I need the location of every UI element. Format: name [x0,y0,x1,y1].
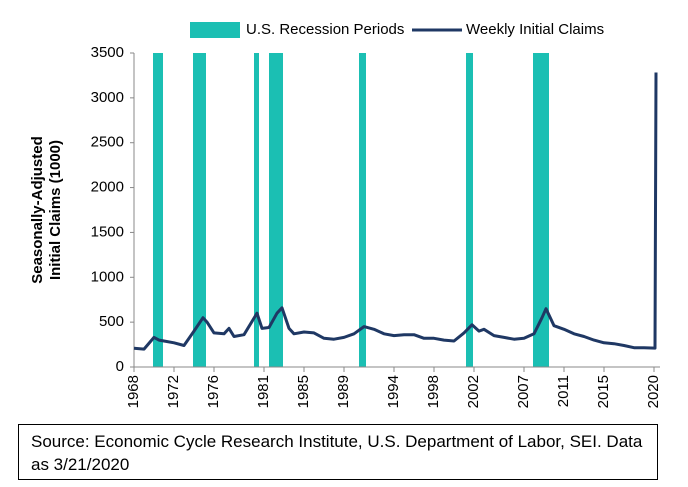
x-tick-label: 1972 [165,375,182,408]
x-tick-label: 2007 [515,375,532,408]
y-tick-label: 1000 [91,268,124,285]
x-tick-label: 1989 [335,375,352,408]
y-tick-label: 2000 [91,179,124,196]
chart: Seasonally-Adjusted Initial Claims (1000… [29,21,662,408]
x-tick-label: 1998 [425,375,442,408]
recession-bar [254,53,259,367]
y-tick-label: 2500 [91,134,124,151]
source-note: Source: Economic Cycle Research Institut… [18,424,658,480]
recession-bar [153,53,163,367]
legend-swatch [190,22,240,38]
x-tick-label: 2015 [595,375,612,408]
recession-bar [466,53,473,367]
x-tick-label: 1985 [295,375,312,408]
y-tick-label: 1500 [91,223,124,240]
legend-label: Weekly Initial Claims [466,21,604,38]
y-tick-label: 3000 [91,89,124,106]
x-tick-label: 2002 [465,375,482,408]
recession-bar [193,53,206,367]
x-tick-label: 1994 [385,375,402,408]
x-tick-label: 1968 [125,375,142,408]
y-tick-label: 0 [116,358,124,375]
y-axis-label: Initial Claims (1000) [47,140,64,280]
recession-bar [533,53,549,367]
claims-line [133,72,658,351]
y-tick-label: 500 [99,313,124,330]
recession-bar [359,53,366,367]
y-axis-label: Seasonally-Adjusted [29,136,46,284]
x-tick-label: 1981 [255,375,272,408]
y-tick-label: 3500 [91,44,124,61]
x-tick-label: 1976 [205,375,222,408]
recession-bar [269,53,283,367]
x-tick-label: 2011 [555,375,572,407]
x-tick-label: 2020 [645,375,662,408]
legend-label: U.S. Recession Periods [246,21,404,38]
